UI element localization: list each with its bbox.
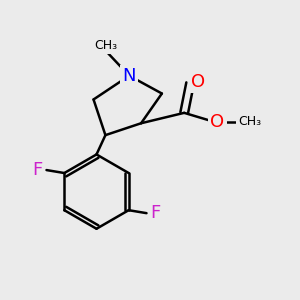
Text: O: O [210,113,224,131]
Text: F: F [32,161,43,179]
Text: CH₃: CH₃ [238,115,261,128]
Text: O: O [191,73,206,91]
Text: N: N [122,67,136,85]
Text: CH₃: CH₃ [94,39,117,52]
Text: F: F [150,204,161,222]
